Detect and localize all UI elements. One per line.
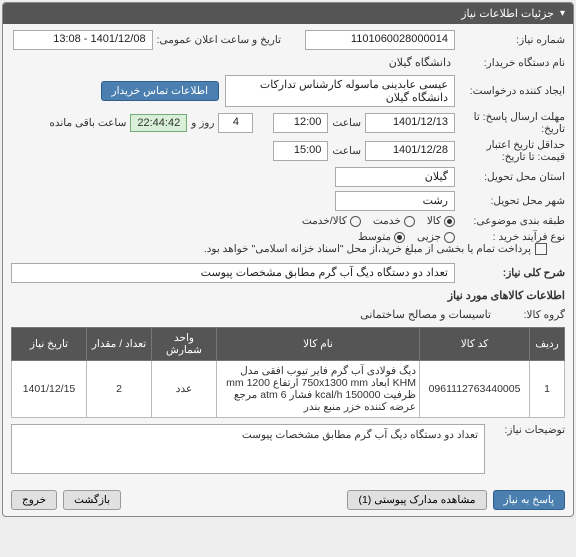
back-button[interactable]: بازگشت <box>63 490 121 510</box>
desc-label: شرح کلی نیاز: <box>455 267 565 279</box>
validity-label: حداقل تاریخ اعتبار قیمت: تا تاریخ: <box>455 139 565 163</box>
days-remaining: 4 <box>218 113 253 133</box>
radio-goods[interactable]: کالا <box>427 215 455 227</box>
chevron-down-icon: ▾ <box>560 8 565 19</box>
countdown-clock: 22:44:42 <box>130 114 187 132</box>
pubdate-value: 1401/12/08 - 13:08 <box>13 30 153 50</box>
time-label-1: ساعت <box>328 117 365 129</box>
days-label: روز و <box>187 117 218 129</box>
cell-row: 1 <box>530 361 565 418</box>
panel-title: جزئیات اطلاعات نیاز <box>461 7 554 20</box>
need-no-value: 1101060028000014 <box>305 30 455 50</box>
desc-value: تعداد دو دستگاه دیگ آب گرم مطابق مشخصات … <box>11 263 455 283</box>
cell-unit: عدد <box>152 361 217 418</box>
province-value: گیلان <box>335 167 455 187</box>
need-no-label: شماره نیاز: <box>455 34 565 46</box>
radio-dot-icon <box>444 232 455 243</box>
process-radio-group: جزیی متوسط <box>358 231 455 243</box>
requester-label: ایجاد کننده درخواست: <box>455 85 565 97</box>
table-header-row: ردیف کد کالا نام کالا واحد شمارش تعداد /… <box>12 328 565 361</box>
reply-button[interactable]: پاسخ به نیاز <box>493 490 565 510</box>
panel-body: شماره نیاز: 1101060028000014 تاریخ و ساع… <box>3 24 573 484</box>
cell-date: 1401/12/15 <box>12 361 87 418</box>
col-date: تاریخ نیاز <box>12 328 87 361</box>
details-panel: ▾ جزئیات اطلاعات نیاز شماره نیاز: 110106… <box>2 2 574 517</box>
deadline-time: 12:00 <box>273 113 328 133</box>
radio-dot-icon <box>350 216 361 227</box>
radio-medium[interactable]: متوسط <box>358 231 405 243</box>
attachments-button[interactable]: مشاهده مدارک پیوستی (1) <box>347 490 486 510</box>
col-name: نام کالا <box>217 328 420 361</box>
remain-label: ساعت باقی مانده <box>45 117 130 129</box>
validity-time: 15:00 <box>273 141 328 161</box>
radio-service-label: خدمت <box>373 215 401 227</box>
checkbox-icon <box>535 243 547 255</box>
buyer-label: نام دستگاه خریدار: <box>455 57 565 69</box>
category-label: طبقه بندی موضوعی: <box>455 215 565 227</box>
col-unit: واحد شمارش <box>152 328 217 361</box>
buyer-value: دانشگاه گیلان <box>385 54 455 71</box>
panel-header: ▾ جزئیات اطلاعات نیاز <box>3 3 573 24</box>
table-row: 1 0961112763440005 دیگ فولادی آب گرم فای… <box>12 361 565 418</box>
radio-small[interactable]: جزیی <box>417 231 455 243</box>
cell-code: 0961112763440005 <box>420 361 530 418</box>
col-qty: تعداد / مقدار <box>87 328 152 361</box>
pubdate-label: تاریخ و ساعت اعلان عمومی: <box>153 34 285 46</box>
radio-goods-label: کالا <box>427 215 441 227</box>
cell-qty: 2 <box>87 361 152 418</box>
items-table: ردیف کد کالا نام کالا واحد شمارش تعداد /… <box>11 327 565 418</box>
radio-small-label: جزیی <box>417 231 441 243</box>
items-section-title: اطلاعات کالاهای مورد نیاز <box>11 289 565 302</box>
exit-button[interactable]: خروج <box>11 490 57 510</box>
treasury-check[interactable]: پرداخت تمام یا بخشی از مبلغ خرید،از محل … <box>204 243 547 255</box>
contact-buyer-button[interactable]: اطلاعات تماس خریدار <box>101 81 219 101</box>
radio-service[interactable]: خدمت <box>373 215 415 227</box>
validity-date: 1401/12/28 <box>365 141 455 161</box>
radio-medium-label: متوسط <box>358 231 391 243</box>
province-label: استان محل تحویل: <box>455 171 565 183</box>
city-value: رشت <box>335 191 455 211</box>
col-row: ردیف <box>530 328 565 361</box>
footer-buttons: پاسخ به نیاز مشاهده مدارک پیوستی (1) باز… <box>3 484 573 516</box>
radio-both[interactable]: کالا/خدمت <box>302 215 361 227</box>
treasury-note: پرداخت تمام یا بخشی از مبلغ خرید،از محل … <box>204 243 531 255</box>
group-label: گروه کالا: <box>495 309 565 321</box>
radio-dot-icon <box>394 232 405 243</box>
notes-label: توضیحات نیاز: <box>485 424 565 436</box>
notes-value: تعداد دو دستگاه دیگ آب گرم مطابق مشخصات … <box>11 424 485 474</box>
radio-both-label: کالا/خدمت <box>302 215 347 227</box>
process-label: نوع فرآیند خرید : <box>455 231 565 243</box>
col-code: کد کالا <box>420 328 530 361</box>
radio-dot-icon <box>404 216 415 227</box>
time-label-2: ساعت <box>328 145 365 157</box>
deadline-label: مهلت ارسال پاسخ: تا تاریخ: <box>455 111 565 135</box>
deadline-date: 1401/12/13 <box>365 113 455 133</box>
group-value: تاسیسات و مصالح ساختمانی <box>356 306 495 323</box>
requester-value: عیسی عابدینی ماسوله کارشناس تدارکات دانش… <box>225 75 455 107</box>
city-label: شهر محل تحویل: <box>455 195 565 207</box>
radio-dot-icon <box>444 216 455 227</box>
cell-name: دیگ فولادی آب گرم فایر تیوب افقی مدل KHM… <box>217 361 420 418</box>
category-radio-group: کالا خدمت کالا/خدمت <box>302 215 455 227</box>
